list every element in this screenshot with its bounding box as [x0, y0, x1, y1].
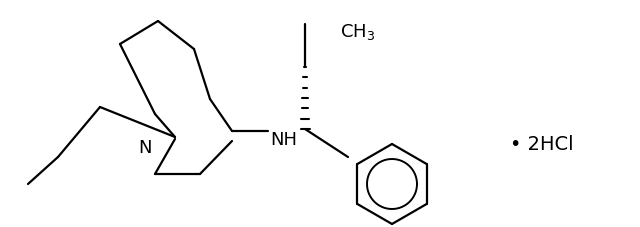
- Text: CH$_3$: CH$_3$: [340, 22, 375, 42]
- Text: • 2HCl: • 2HCl: [510, 135, 573, 154]
- Text: N: N: [138, 138, 152, 156]
- Text: NH: NH: [270, 131, 297, 148]
